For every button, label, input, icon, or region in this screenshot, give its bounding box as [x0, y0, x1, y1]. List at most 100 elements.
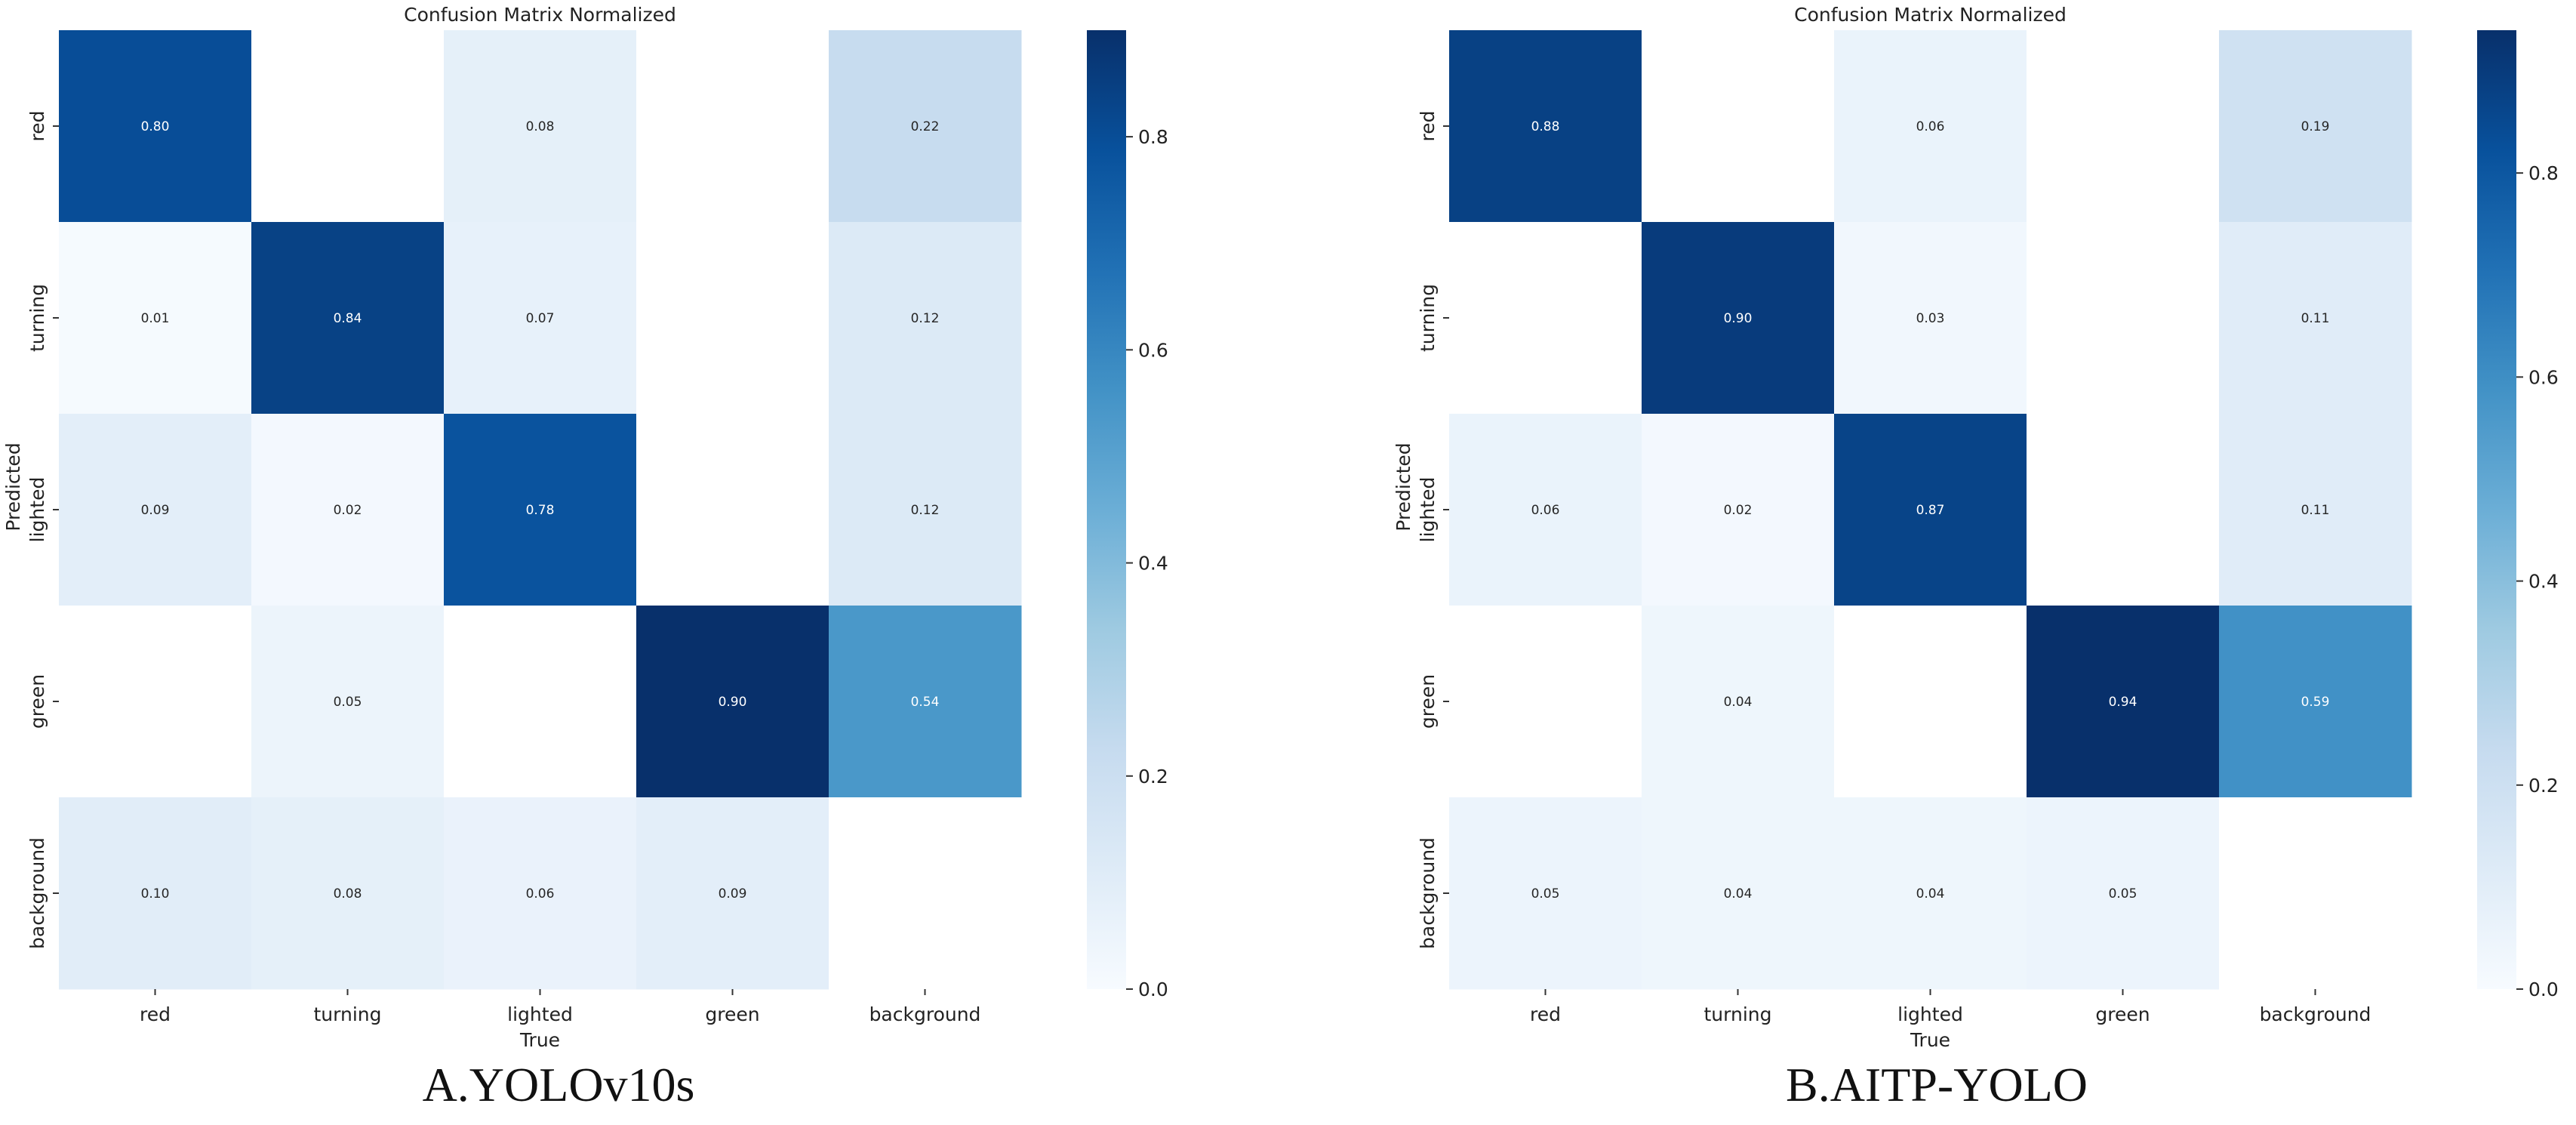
- panel-a-colorbar-tick-label-4: 0.8: [1138, 126, 1168, 148]
- panel-b-cell-r1-c4: [2219, 222, 2412, 415]
- panel-a-cell-r4-c4: [829, 797, 1022, 990]
- panel-a-cell-label-r1-c4: 0.12: [911, 311, 940, 326]
- panel-b-cell-label-r4-c0: 0.05: [1531, 886, 1560, 902]
- panel-a-y-tick-label-0: red: [26, 111, 48, 142]
- panel-b-cell-label-r3-c1: 0.04: [1724, 695, 1753, 710]
- panel-b-cell-r3-c1: [1642, 606, 1835, 798]
- panel-a-cell-r1-c4: [829, 222, 1022, 415]
- panel-a-title: Confusion Matrix Normalized: [404, 4, 676, 26]
- panel-a-cell-r2-c2: [444, 414, 637, 606]
- panel-a-cell-label-r4-c2: 0.06: [526, 886, 555, 902]
- panel-b-cell-r3-c0: [1449, 606, 1642, 798]
- panel-a-cell-label-r1-c0: 0.01: [141, 311, 170, 326]
- panel-b-cell-r2-c1: [1642, 414, 1835, 606]
- panel-a-cell-label-r0-c0: 0.80: [141, 119, 170, 134]
- panel-b-cell-r1-c1: [1642, 222, 1835, 415]
- panel-b-colorbar-tick-label-0: 0.0: [2528, 979, 2559, 1000]
- panel-b-cell-label-r2-c4: 0.11: [2301, 503, 2330, 518]
- panel-b-y-tick-label-4: background: [1417, 837, 1439, 949]
- panel-b-cell-label-r4-c2: 0.04: [1916, 886, 1945, 902]
- panel-b-cell-r3-c4: [2219, 606, 2412, 798]
- panel-b-x-tick-label-0: red: [1530, 1003, 1561, 1025]
- panel-b-cell-label-r0-c4: 0.19: [2301, 119, 2330, 134]
- panel-a-cell-r3-c3: [636, 606, 829, 798]
- panel-a-x-tick-label-4: background: [869, 1003, 981, 1025]
- panel-b-title: Confusion Matrix Normalized: [1794, 4, 2067, 26]
- panel-b-x-tick-label-2: lighted: [1897, 1003, 1963, 1025]
- panel-b-colorbar-tick-label-4: 0.8: [2528, 162, 2559, 184]
- panel-b-cell-r0-c1: [1642, 30, 1835, 223]
- panel-b-cell-r1-c3: [2027, 222, 2220, 415]
- panel-a-cell-label-r2-c0: 0.09: [141, 503, 170, 518]
- panel-b-x-axis-label: True: [1910, 1029, 1950, 1051]
- caption-b: B.AITP-YOLO: [1786, 1058, 2088, 1111]
- panel-b-cell-label-r0-c2: 0.06: [1916, 119, 1945, 134]
- panel-a-x-tick-label-1: turning: [314, 1003, 382, 1025]
- panel-a-colorbar-tick-label-0: 0.0: [1138, 979, 1168, 1000]
- panel-b-cell-label-r4-c1: 0.04: [1724, 886, 1753, 902]
- panel-b-cell-r4-c0: [1449, 797, 1642, 990]
- panel-b-cell-r2-c0: [1449, 414, 1642, 606]
- panel-b-cell-label-r1-c2: 0.03: [1916, 311, 1945, 326]
- panel-a-cell-label-r1-c1: 0.84: [334, 311, 362, 326]
- panel-b-cell-label-r2-c0: 0.06: [1531, 503, 1560, 518]
- panel-b-colorbar-tick-label-3: 0.6: [2528, 366, 2559, 388]
- panel-a-cell-label-r2-c4: 0.12: [911, 503, 940, 518]
- panel-a-cell-label-r4-c1: 0.08: [334, 886, 362, 902]
- panel-b-y-tick-label-3: green: [1417, 674, 1439, 729]
- panel-b-x-tick-label-4: background: [2260, 1003, 2371, 1025]
- panel-a-cell-label-r3-c1: 0.05: [334, 695, 362, 710]
- panel-b-cell-r4-c1: [1642, 797, 1835, 990]
- panel-a-cell-r3-c2: [444, 606, 637, 798]
- panel-b-x-tick-label-3: green: [2095, 1003, 2150, 1025]
- panel-b-cell-r1-c2: [1834, 222, 2027, 415]
- panel-b-y-tick-label-2: lighted: [1417, 477, 1439, 543]
- panel-a-colorbar: [1087, 30, 1126, 989]
- panel-a-cell-r2-c4: [829, 414, 1022, 606]
- panel-a-cell-r1-c2: [444, 222, 637, 415]
- panel-b-y-tick-label-0: red: [1417, 111, 1439, 142]
- panel-a-cell-r3-c4: [829, 606, 1022, 798]
- panel-a-cell-label-r1-c2: 0.07: [526, 311, 555, 326]
- panel-b-cell-label-r1-c4: 0.11: [2301, 311, 2330, 326]
- panel-a-cell-label-r4-c3: 0.09: [719, 886, 747, 902]
- panel-a-cell-r0-c1: [251, 30, 445, 223]
- panel-b-cell-r1-c0: [1449, 222, 1642, 415]
- panel-b-cell-r2-c3: [2027, 414, 2220, 606]
- panel-a-cell-r0-c3: [636, 30, 829, 223]
- panel-a-cell-r1-c3: [636, 222, 829, 415]
- panel-a-cell-r4-c1: [251, 797, 445, 990]
- panel-b-cell-label-r1-c1: 0.90: [1724, 311, 1753, 326]
- panel-a-cell-r4-c0: [59, 797, 252, 990]
- panel-a-cell-label-r3-c3: 0.90: [719, 695, 747, 710]
- panel-b-cell-r2-c4: [2219, 414, 2412, 606]
- panel-a-y-axis-label: Predicted: [2, 442, 24, 531]
- panel-a-cell-r0-c0: [59, 30, 252, 223]
- panel-a-colorbar-tick-label-3: 0.6: [1138, 339, 1168, 361]
- panel-a-colorbar-tick-label-2: 0.4: [1138, 553, 1168, 575]
- panel-a-cell-r2-c3: [636, 414, 829, 606]
- panel-b-colorbar-tick-label-2: 0.4: [2528, 571, 2559, 593]
- panel-b-cell-r4-c4: [2219, 797, 2412, 990]
- panel-a-colorbar-tick-label-1: 0.2: [1138, 766, 1168, 788]
- panel-a-cell-label-r2-c1: 0.02: [334, 503, 362, 518]
- panel-b-cell-label-r4-c3: 0.05: [2109, 886, 2137, 902]
- panel-a-y-tick-label-1: turning: [26, 284, 48, 352]
- panel-a-cell-r4-c3: [636, 797, 829, 990]
- panel-a-x-tick-label-3: green: [705, 1003, 759, 1025]
- panel-b-cell-r2-c2: [1834, 414, 2027, 606]
- panel-b-cell-r3-c2: [1834, 606, 2027, 798]
- panel-a-y-tick-label-3: green: [26, 674, 48, 729]
- panel-a-x-tick-label-2: lighted: [507, 1003, 573, 1025]
- panel-a-cell-label-r0-c4: 0.22: [911, 119, 940, 134]
- panel-b-cell-label-r2-c2: 0.87: [1916, 503, 1945, 518]
- panel-a-cell-r1-c0: [59, 222, 252, 415]
- panel-b-y-tick-label-1: turning: [1417, 284, 1439, 352]
- panel-b-y-axis-label: Predicted: [1393, 442, 1414, 531]
- panel-b-cell-r0-c2: [1834, 30, 2027, 223]
- panel-a-cell-r0-c2: [444, 30, 637, 223]
- panel-a-cell-label-r0-c2: 0.08: [526, 119, 555, 134]
- panel-a-cell-r4-c2: [444, 797, 637, 990]
- panel-a-cell-r2-c1: [251, 414, 445, 606]
